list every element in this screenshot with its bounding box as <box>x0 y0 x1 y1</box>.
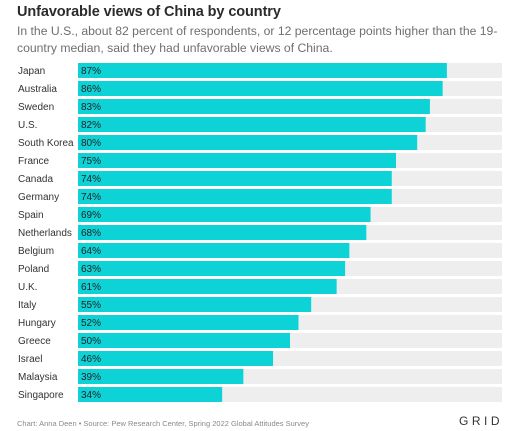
bar-spain <box>78 207 371 222</box>
category-label-greece: Greece <box>18 336 51 347</box>
bar-poland <box>78 261 346 276</box>
bar-u-k <box>78 279 337 294</box>
bar-greece <box>78 333 290 348</box>
category-label-netherlands: Netherlands <box>18 228 72 239</box>
value-label-canada: 74% <box>81 174 101 185</box>
category-label-australia: Australia <box>18 84 57 95</box>
bar-chart: Japan 87% Australia 86% Sweden 83% U.S. 82% Sout… <box>18 63 502 402</box>
bar-canada <box>78 171 392 186</box>
bar-france <box>78 153 396 168</box>
value-label-italy: 55% <box>81 300 101 311</box>
value-label-poland: 63% <box>81 264 101 275</box>
category-label-hungary: Hungary <box>18 318 56 329</box>
chart-title: Unfavorable views of China by country <box>17 4 281 20</box>
category-label-south-korea: South Korea <box>18 138 74 149</box>
bar-singapore <box>78 387 223 402</box>
value-label-u-k: 61% <box>81 282 101 293</box>
bar-belgium <box>78 243 350 258</box>
value-label-israel: 46% <box>81 354 101 365</box>
bar-australia <box>78 81 443 96</box>
category-label-singapore: Singapore <box>18 390 64 401</box>
category-label-malaysia: Malaysia <box>18 372 58 383</box>
bar-japan <box>78 63 447 78</box>
value-label-france: 75% <box>81 156 101 167</box>
grid-logo: GRID <box>459 414 503 428</box>
category-label-u-s: U.S. <box>18 120 37 131</box>
value-label-south-korea: 80% <box>81 138 101 149</box>
category-label-japan: Japan <box>18 66 45 77</box>
bar-israel <box>78 351 274 366</box>
bar-germany <box>78 189 392 204</box>
bar-malaysia <box>78 369 244 384</box>
value-label-australia: 86% <box>81 84 101 95</box>
value-label-belgium: 64% <box>81 246 101 257</box>
category-label-sweden: Sweden <box>18 102 54 113</box>
category-label-belgium: Belgium <box>18 246 54 257</box>
value-label-germany: 74% <box>81 192 101 203</box>
value-label-sweden: 83% <box>81 102 101 113</box>
value-label-singapore: 34% <box>81 390 101 401</box>
category-label-france: France <box>18 156 50 167</box>
value-label-hungary: 52% <box>81 318 101 329</box>
value-label-malaysia: 39% <box>81 372 101 383</box>
category-label-spain: Spain <box>18 210 44 221</box>
bar-hungary <box>78 315 299 330</box>
category-label-italy: Italy <box>18 300 36 311</box>
bar-italy <box>78 297 312 312</box>
value-label-u-s: 82% <box>81 120 101 131</box>
category-label-canada: Canada <box>18 174 53 185</box>
chart-subtitle: In the U.S., about 82 percent of respond… <box>17 24 498 55</box>
category-label-israel: Israel <box>18 354 42 365</box>
chart-credit: Chart: Anna Deen • Source: Pew Research … <box>17 419 309 428</box>
value-label-japan: 87% <box>81 66 101 77</box>
bar-u-s <box>78 117 426 132</box>
category-label-poland: Poland <box>18 264 49 275</box>
value-label-spain: 69% <box>81 210 101 221</box>
bar-netherlands <box>78 225 367 240</box>
bar-sweden <box>78 99 430 114</box>
category-label-u-k: U.K. <box>18 282 37 293</box>
bar-south-korea <box>78 135 418 150</box>
value-label-greece: 50% <box>81 336 101 347</box>
value-label-netherlands: 68% <box>81 228 101 239</box>
category-label-germany: Germany <box>18 192 59 203</box>
